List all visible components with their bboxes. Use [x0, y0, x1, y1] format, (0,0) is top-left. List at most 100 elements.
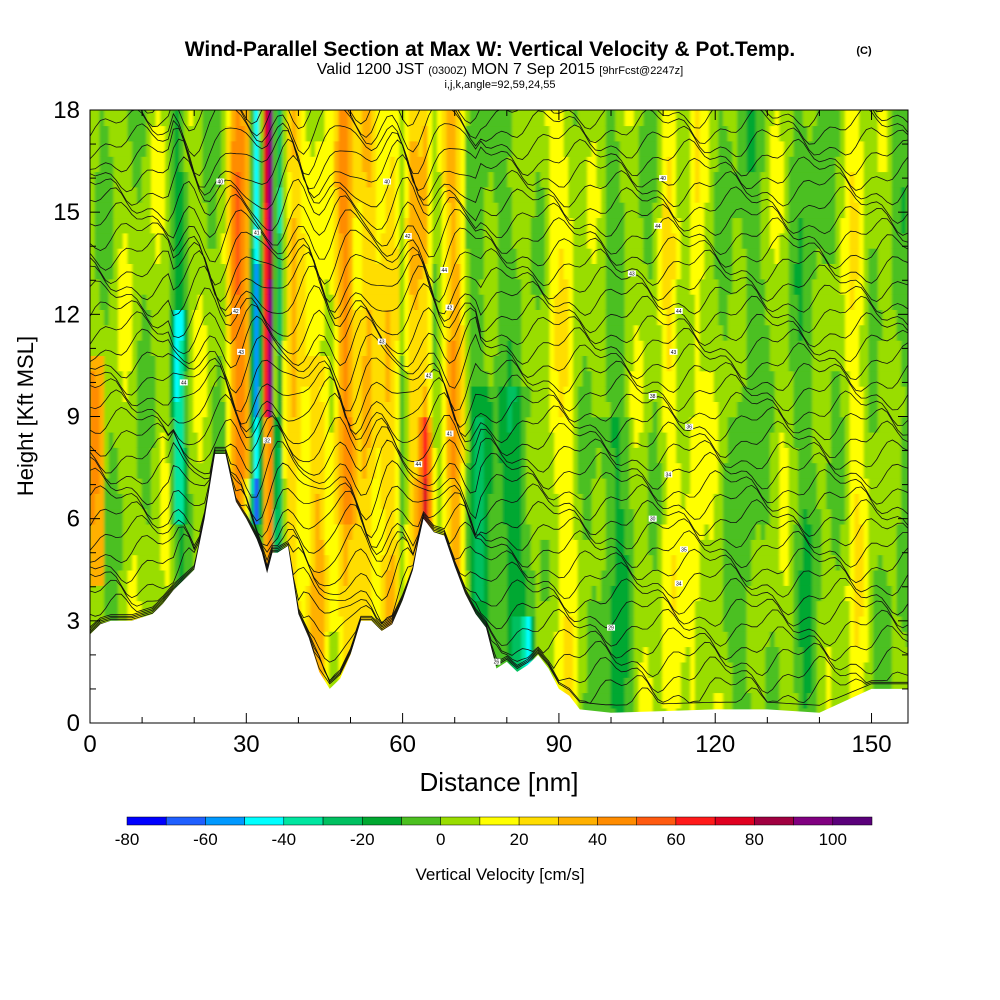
- velocity-cell: [643, 217, 649, 234]
- velocity-cell: [380, 293, 387, 310]
- velocity-cell: [488, 447, 495, 464]
- velocity-cell: [648, 232, 654, 249]
- velocity-cell: [512, 232, 518, 249]
- velocity-cell: [179, 186, 185, 203]
- velocity-cell: [286, 110, 293, 127]
- velocity-cell: [169, 355, 176, 372]
- velocity-cell: [226, 110, 232, 127]
- velocity-cell: [310, 447, 316, 464]
- velocity-cell: [498, 523, 504, 540]
- velocity-cell: [629, 401, 635, 418]
- velocity-cell: [596, 431, 602, 448]
- velocity-cell: [254, 462, 260, 479]
- velocity-cell: [193, 125, 199, 142]
- velocity-cell: [122, 186, 129, 203]
- velocity-cell: [202, 401, 208, 418]
- velocity-cell: [169, 232, 176, 249]
- velocity-cell: [404, 554, 410, 571]
- velocity-cell: [211, 416, 218, 433]
- velocity-cell: [601, 232, 607, 249]
- velocity-cell: [94, 431, 101, 448]
- velocity-cell: [394, 309, 401, 326]
- velocity-cell: [451, 355, 457, 372]
- velocity-cell: [165, 217, 171, 234]
- velocity-cell: [455, 171, 462, 188]
- velocity-cell: [629, 293, 635, 310]
- velocity-cell: [638, 339, 645, 356]
- velocity-cell: [263, 263, 269, 280]
- velocity-cell: [362, 171, 368, 188]
- velocity-cell: [249, 140, 255, 157]
- velocity-cell: [301, 447, 307, 464]
- velocity-cell: [357, 523, 363, 540]
- velocity-cell: [160, 324, 166, 341]
- velocity-cell: [629, 339, 635, 356]
- velocity-cell: [648, 631, 654, 648]
- velocity-cell: [179, 309, 185, 326]
- velocity-cell: [362, 462, 368, 479]
- velocity-cell: [113, 585, 119, 602]
- velocity-cell: [587, 171, 593, 188]
- velocity-cell: [615, 569, 621, 586]
- velocity-cell: [605, 585, 612, 602]
- velocity-cell: [122, 370, 129, 387]
- velocity-cell: [122, 125, 129, 142]
- velocity-cell: [272, 447, 279, 464]
- velocity-cell: [376, 447, 382, 464]
- velocity-cell: [165, 263, 171, 280]
- velocity-cell: [160, 370, 166, 387]
- velocity-cell: [329, 508, 335, 525]
- velocity-cell: [240, 202, 246, 219]
- velocity-cell: [408, 324, 415, 341]
- velocity-cell: [479, 324, 485, 341]
- velocity-cell: [544, 600, 551, 617]
- velocity-cell: [310, 217, 316, 234]
- velocity-cell: [286, 263, 293, 280]
- velocity-cell: [493, 355, 499, 372]
- velocity-cell: [422, 324, 429, 341]
- velocity-cell: [619, 385, 626, 402]
- velocity-cell: [521, 186, 527, 203]
- velocity-cell: [554, 339, 560, 356]
- velocity-cell: [244, 416, 251, 433]
- velocity-cell: [568, 661, 574, 678]
- params-line: i,j,k,angle=92,59,24,55: [444, 79, 555, 91]
- velocity-cell: [605, 278, 612, 295]
- velocity-cell: [544, 523, 551, 540]
- velocity-cell: [113, 462, 119, 479]
- velocity-cell: [179, 125, 185, 142]
- velocity-cell: [333, 385, 340, 402]
- velocity-cell: [390, 263, 396, 280]
- velocity-cell: [619, 585, 626, 602]
- velocity-cell: [305, 125, 312, 142]
- velocity-cell: [146, 232, 152, 249]
- velocity-cell: [113, 217, 119, 234]
- velocity-cell: [498, 477, 504, 494]
- velocity-cell: [174, 202, 180, 219]
- velocity-cell: [291, 110, 298, 127]
- velocity-cell: [132, 355, 138, 372]
- velocity-cell: [488, 263, 495, 280]
- velocity-cell: [291, 447, 298, 464]
- velocity-cell: [277, 339, 284, 356]
- velocity-cell: [376, 278, 382, 295]
- velocity-cell: [165, 569, 171, 586]
- velocity-cell: [244, 278, 251, 295]
- velocity-cell: [573, 523, 579, 540]
- velocity-cell: [146, 600, 152, 617]
- velocity-cell: [193, 355, 199, 372]
- velocity-cell: [90, 600, 96, 617]
- velocity-cell: [573, 677, 579, 694]
- velocity-cell: [268, 110, 274, 111]
- velocity-cell: [521, 585, 527, 602]
- velocity-cell: [526, 493, 532, 510]
- velocity-cell: [544, 355, 551, 372]
- velocity-cell: [146, 585, 152, 602]
- velocity-cell: [291, 232, 298, 249]
- velocity-cell: [155, 263, 162, 280]
- velocity-cell: [94, 385, 101, 402]
- velocity-cell: [324, 462, 330, 479]
- velocity-cell: [591, 416, 598, 433]
- velocity-cell: [319, 385, 326, 402]
- velocity-cell: [446, 186, 452, 203]
